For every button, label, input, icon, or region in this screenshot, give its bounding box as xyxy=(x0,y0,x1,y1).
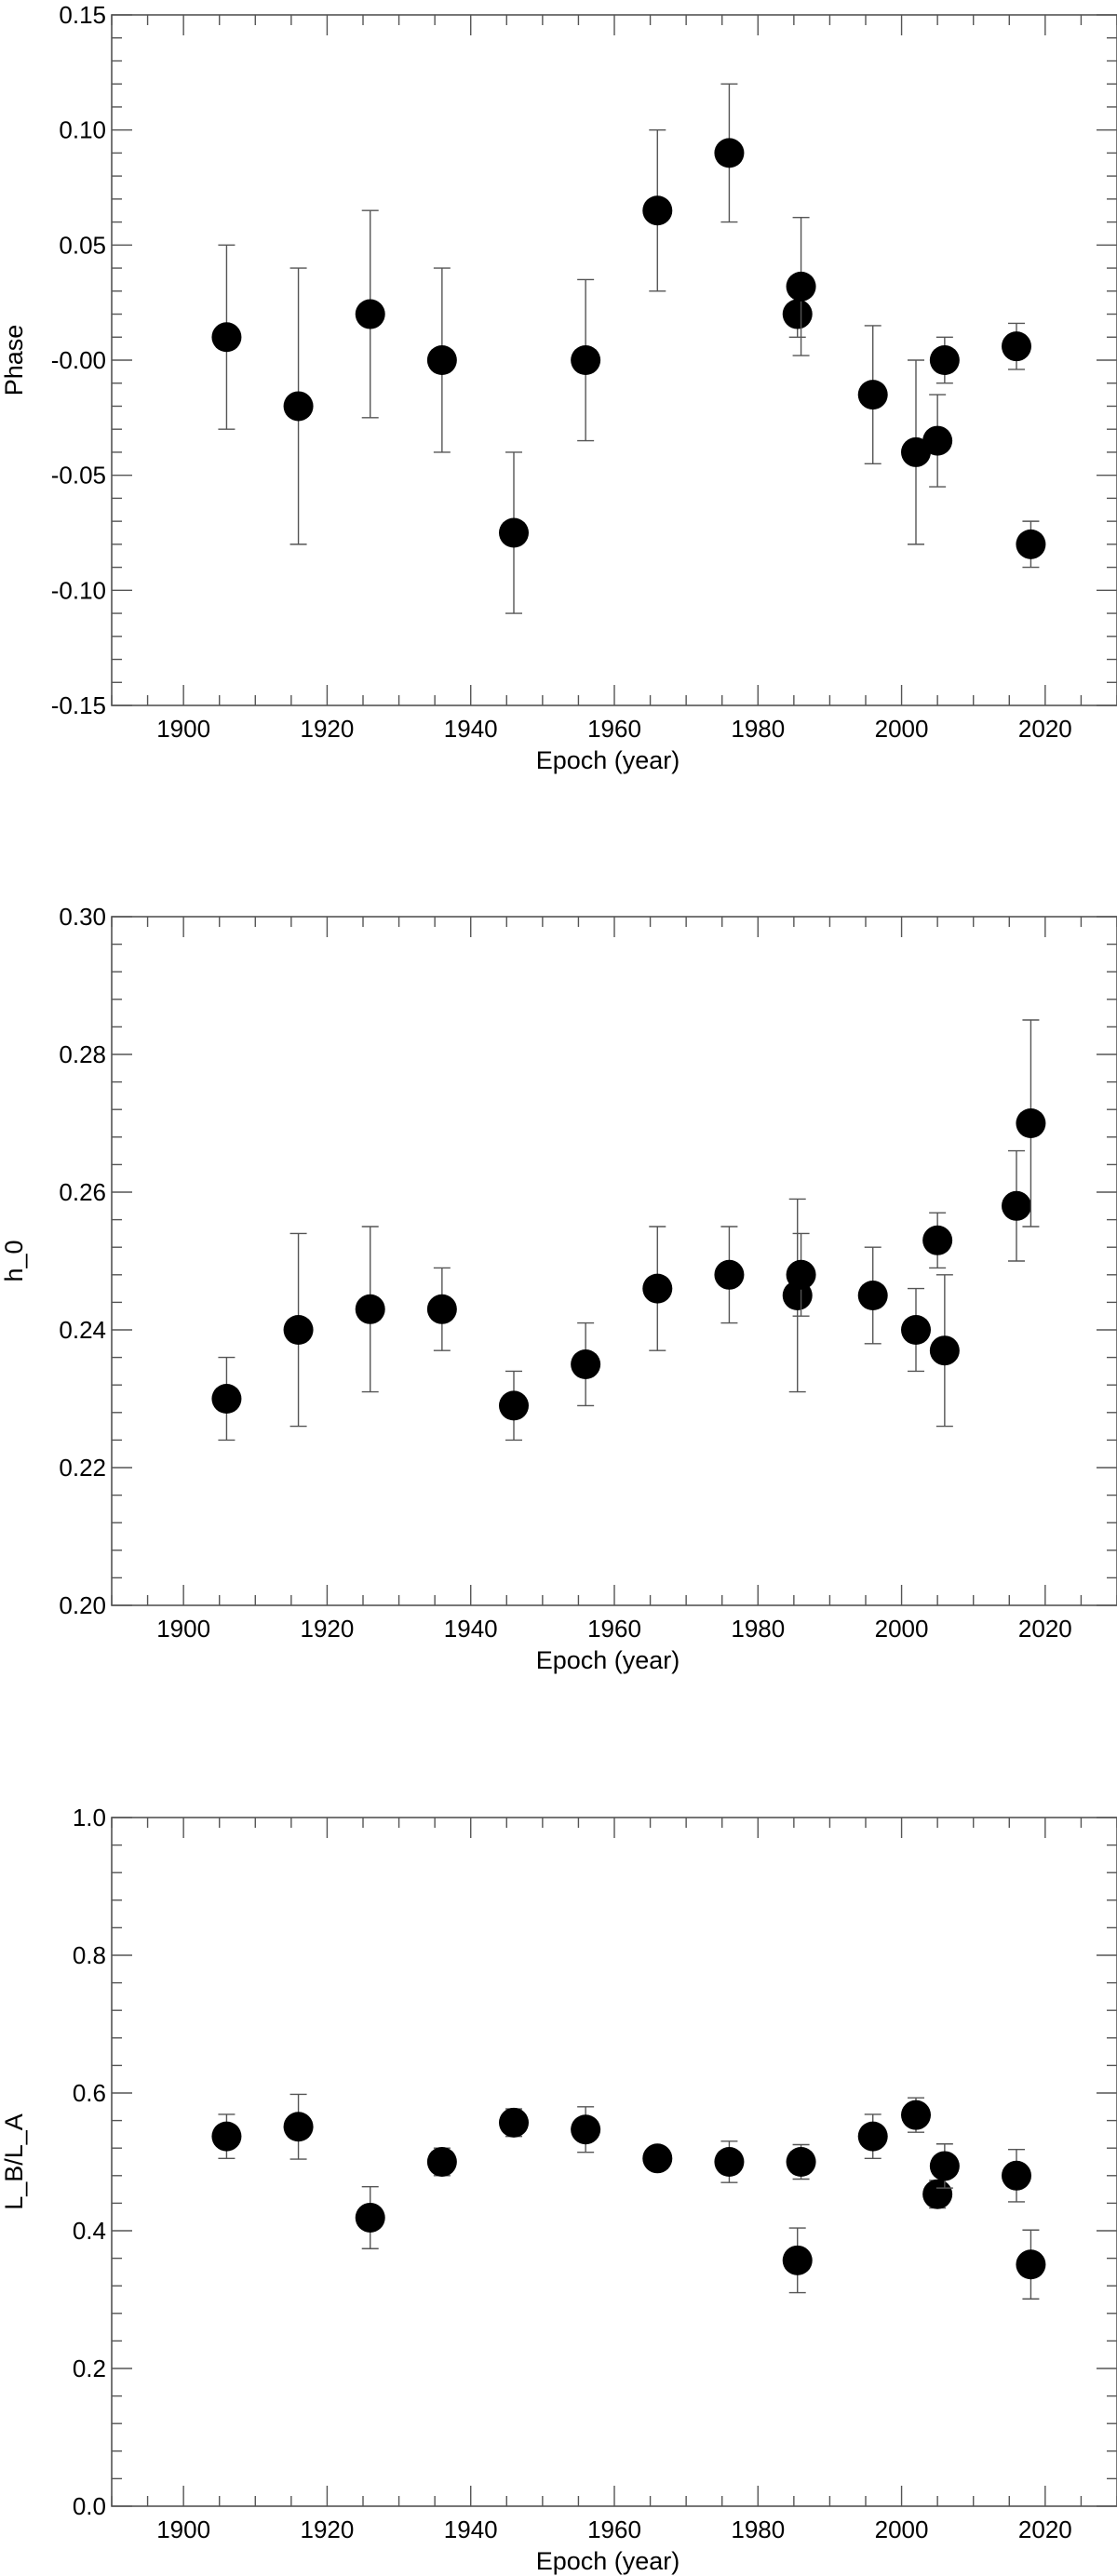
x-tick-label: 1940 xyxy=(444,1615,498,1643)
y-tick-label: 0.6 xyxy=(73,2079,106,2107)
x-tick-label: 2000 xyxy=(875,1615,929,1643)
data-point xyxy=(571,2114,601,2145)
data-point xyxy=(714,1259,745,1290)
y-axis-title: L_B/L_A xyxy=(0,2113,28,2210)
x-tick-label: 1980 xyxy=(731,715,785,743)
data-point xyxy=(786,271,816,302)
y-tick-label: 0.10 xyxy=(59,116,106,144)
x-tick-label: 1900 xyxy=(156,2516,210,2543)
data-point xyxy=(642,1273,673,1304)
data-point xyxy=(857,380,888,410)
data-point xyxy=(499,2107,529,2138)
plot-frame xyxy=(111,14,1117,706)
y-tick-label: 0.24 xyxy=(59,1316,106,1344)
x-tick-label: 1900 xyxy=(156,715,210,743)
y-axis-title: h_0 xyxy=(0,1240,28,1281)
data-point xyxy=(782,2245,813,2275)
data-point xyxy=(714,2147,745,2177)
x-tick-label: 2000 xyxy=(875,715,929,743)
x-tick-label: 1980 xyxy=(731,1615,785,1643)
panel-1: 1900 1920 1940 1960 1980 2000 2020 -0.15 -0.10 -0… xyxy=(0,1,1117,774)
x-tick-label: 1980 xyxy=(731,2516,785,2543)
data-point xyxy=(642,2143,673,2174)
data-point xyxy=(782,299,813,329)
y-tick-label: 0.30 xyxy=(59,903,106,931)
x-tick-label: 2000 xyxy=(875,2516,929,2543)
data-point xyxy=(929,345,960,375)
data-point xyxy=(857,1281,888,1310)
y-tick-label: -0.10 xyxy=(51,576,106,604)
data-point xyxy=(1016,1108,1046,1138)
y-tick-label: -0.00 xyxy=(51,346,106,374)
panel-3: 1900 1920 1940 1960 1980 2000 2020 0.0 0.2 0.4 0.6… xyxy=(0,1804,1117,2575)
y-tick-label: 0.15 xyxy=(59,1,106,29)
data-point xyxy=(499,1390,529,1421)
y-tick-label: 0.0 xyxy=(73,2492,106,2520)
y-tick-label: -0.15 xyxy=(51,691,106,719)
data-point xyxy=(211,322,242,353)
data-point xyxy=(426,1294,457,1324)
x-tick-label: 2020 xyxy=(1018,715,1072,743)
data-point xyxy=(426,345,457,375)
data-point xyxy=(283,1315,314,1345)
y-tick-label: 0.05 xyxy=(59,231,106,259)
data-point xyxy=(857,2121,888,2152)
data-point xyxy=(571,1349,601,1379)
y-tick-label: 0.26 xyxy=(59,1178,106,1206)
data-point xyxy=(355,2202,385,2233)
data-point xyxy=(1016,2249,1046,2280)
x-axis-title: Epoch (year) xyxy=(536,1646,680,1674)
y-tick-label: -0.05 xyxy=(51,462,106,490)
data-point xyxy=(355,299,385,329)
y-tick-label: 0.20 xyxy=(59,1591,106,1619)
data-point xyxy=(1002,2160,1031,2191)
y-tick-label: 1.0 xyxy=(73,1804,106,1831)
x-tick-label: 1940 xyxy=(444,715,498,743)
x-tick-label: 1900 xyxy=(156,1615,210,1643)
x-tick-label: 1920 xyxy=(301,2516,355,2543)
plot-frame xyxy=(111,1817,1117,2507)
data-point xyxy=(355,1294,385,1324)
data-point xyxy=(786,2147,816,2177)
data-point xyxy=(211,1384,242,1414)
data-point xyxy=(283,391,314,422)
data-point xyxy=(1016,529,1046,559)
x-tick-label: 1920 xyxy=(301,1615,355,1643)
y-tick-label: 0.4 xyxy=(73,2217,106,2245)
data-point xyxy=(571,345,601,375)
x-tick-label: 2020 xyxy=(1018,1615,1072,1643)
data-point xyxy=(922,2179,953,2209)
y-axis-title: Phase xyxy=(0,325,28,396)
y-tick-label: 0.2 xyxy=(73,2355,106,2382)
y-tick-label: 0.28 xyxy=(59,1040,106,1068)
x-axis-title: Epoch (year) xyxy=(536,746,680,774)
data-point xyxy=(283,2112,314,2142)
data-point xyxy=(211,2121,242,2152)
data-point xyxy=(901,2100,931,2130)
x-tick-label: 1960 xyxy=(587,715,641,743)
data-point xyxy=(642,195,673,226)
y-tick-label: 0.8 xyxy=(73,1941,106,1969)
data-point xyxy=(714,138,745,168)
data-point xyxy=(901,1315,931,1345)
x-tick-label: 2020 xyxy=(1018,2516,1072,2543)
data-point xyxy=(1002,1190,1031,1221)
x-axis-title: Epoch (year) xyxy=(536,2547,680,2575)
data-point xyxy=(499,517,529,548)
x-tick-label: 1940 xyxy=(444,2516,498,2543)
x-tick-label: 1960 xyxy=(587,1615,641,1643)
x-tick-label: 1920 xyxy=(301,715,355,743)
y-tick-label: 0.22 xyxy=(59,1454,106,1482)
data-point xyxy=(1002,331,1031,362)
data-point xyxy=(426,2147,457,2177)
data-point xyxy=(922,1225,953,1255)
data-point xyxy=(929,1335,960,1366)
data-point xyxy=(929,2151,960,2181)
plot-frame xyxy=(111,916,1117,1606)
data-point xyxy=(922,425,953,456)
panel-2: 1900 1920 1940 1960 1980 2000 2020 0.20 0.22 0.24… xyxy=(0,903,1117,1674)
data-point xyxy=(786,1259,816,1290)
x-tick-label: 1960 xyxy=(587,2516,641,2543)
